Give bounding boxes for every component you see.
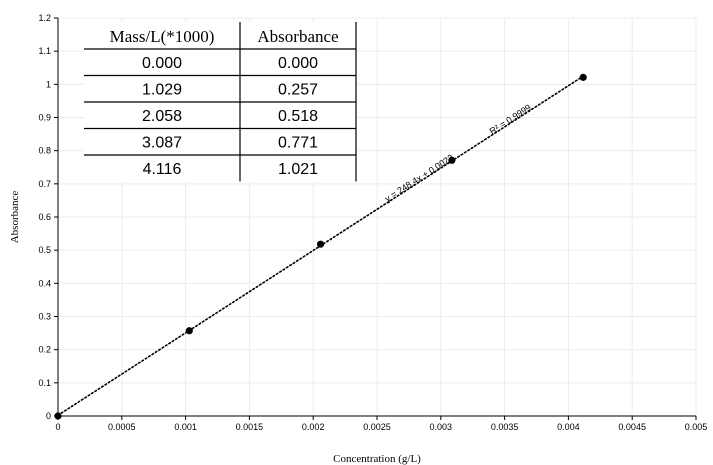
- table-cell: 0.518: [278, 108, 318, 125]
- y-tick-label: 0.8: [38, 146, 51, 156]
- table-header-cell: Absorbance: [257, 27, 338, 46]
- points-layer: [54, 73, 587, 420]
- y-tick-label: 0.9: [38, 113, 51, 123]
- x-tick-label: 0.0005: [108, 422, 136, 432]
- data-point: [185, 327, 193, 335]
- x-tick-label: 0.0015: [236, 422, 264, 432]
- table-header-cell: Mass/L(*1000): [110, 27, 215, 46]
- table-cell: 0.000: [278, 55, 318, 72]
- y-tick-label: 1: [46, 79, 51, 89]
- data-point: [54, 412, 62, 420]
- table-cell: 4.116: [143, 161, 182, 178]
- table-cell: 2.058: [142, 108, 182, 125]
- table-cell: 1.021: [278, 161, 318, 178]
- y-tick-label: 0.6: [38, 212, 51, 222]
- table-cell: 0.000: [142, 55, 182, 72]
- trendline-equation: y = 248.4x + 0.0022: [383, 152, 455, 204]
- y-tick-label: 0.3: [38, 312, 51, 322]
- y-tick-label: 1.1: [38, 46, 51, 56]
- x-tick-label: 0: [55, 422, 60, 432]
- y-tick-label: 0.2: [38, 345, 51, 355]
- x-axis-title: Concentration (g/L): [333, 453, 421, 465]
- y-tick-label: 0.4: [38, 278, 51, 288]
- x-tick-label: 0.004: [557, 422, 580, 432]
- table-cell: 0.771: [278, 135, 318, 152]
- y-tick-label: 1.2: [38, 13, 51, 23]
- x-tick-label: 0.002: [302, 422, 325, 432]
- x-tick-label: 0.005: [685, 422, 708, 432]
- data-point: [317, 240, 325, 248]
- y-axis-title: Absorbance: [9, 191, 21, 244]
- x-tick-label: 0.0045: [618, 422, 646, 432]
- data-point: [448, 156, 456, 164]
- y-tick-label: 0.5: [38, 245, 51, 255]
- y-tick-label: 0.7: [38, 179, 51, 189]
- table-cell: 0.257: [278, 82, 318, 99]
- inset-table: Mass/L(*1000) Absorbance 0.000 0.000 1.029 0.…: [84, 22, 357, 182]
- trendline-r2: R² = 0.9999: [488, 102, 533, 136]
- y-tick-label: 0: [46, 411, 51, 421]
- x-tick-label: 0.0025: [363, 422, 391, 432]
- x-tick-label: 0.0035: [491, 422, 519, 432]
- x-tick-label: 0.003: [430, 422, 453, 432]
- data-point: [579, 73, 587, 81]
- table-cell: 1.029: [142, 82, 182, 99]
- table-cell: 3.087: [142, 135, 182, 152]
- y-tick-label: 0.1: [38, 378, 51, 388]
- x-tick-label: 0.001: [174, 422, 197, 432]
